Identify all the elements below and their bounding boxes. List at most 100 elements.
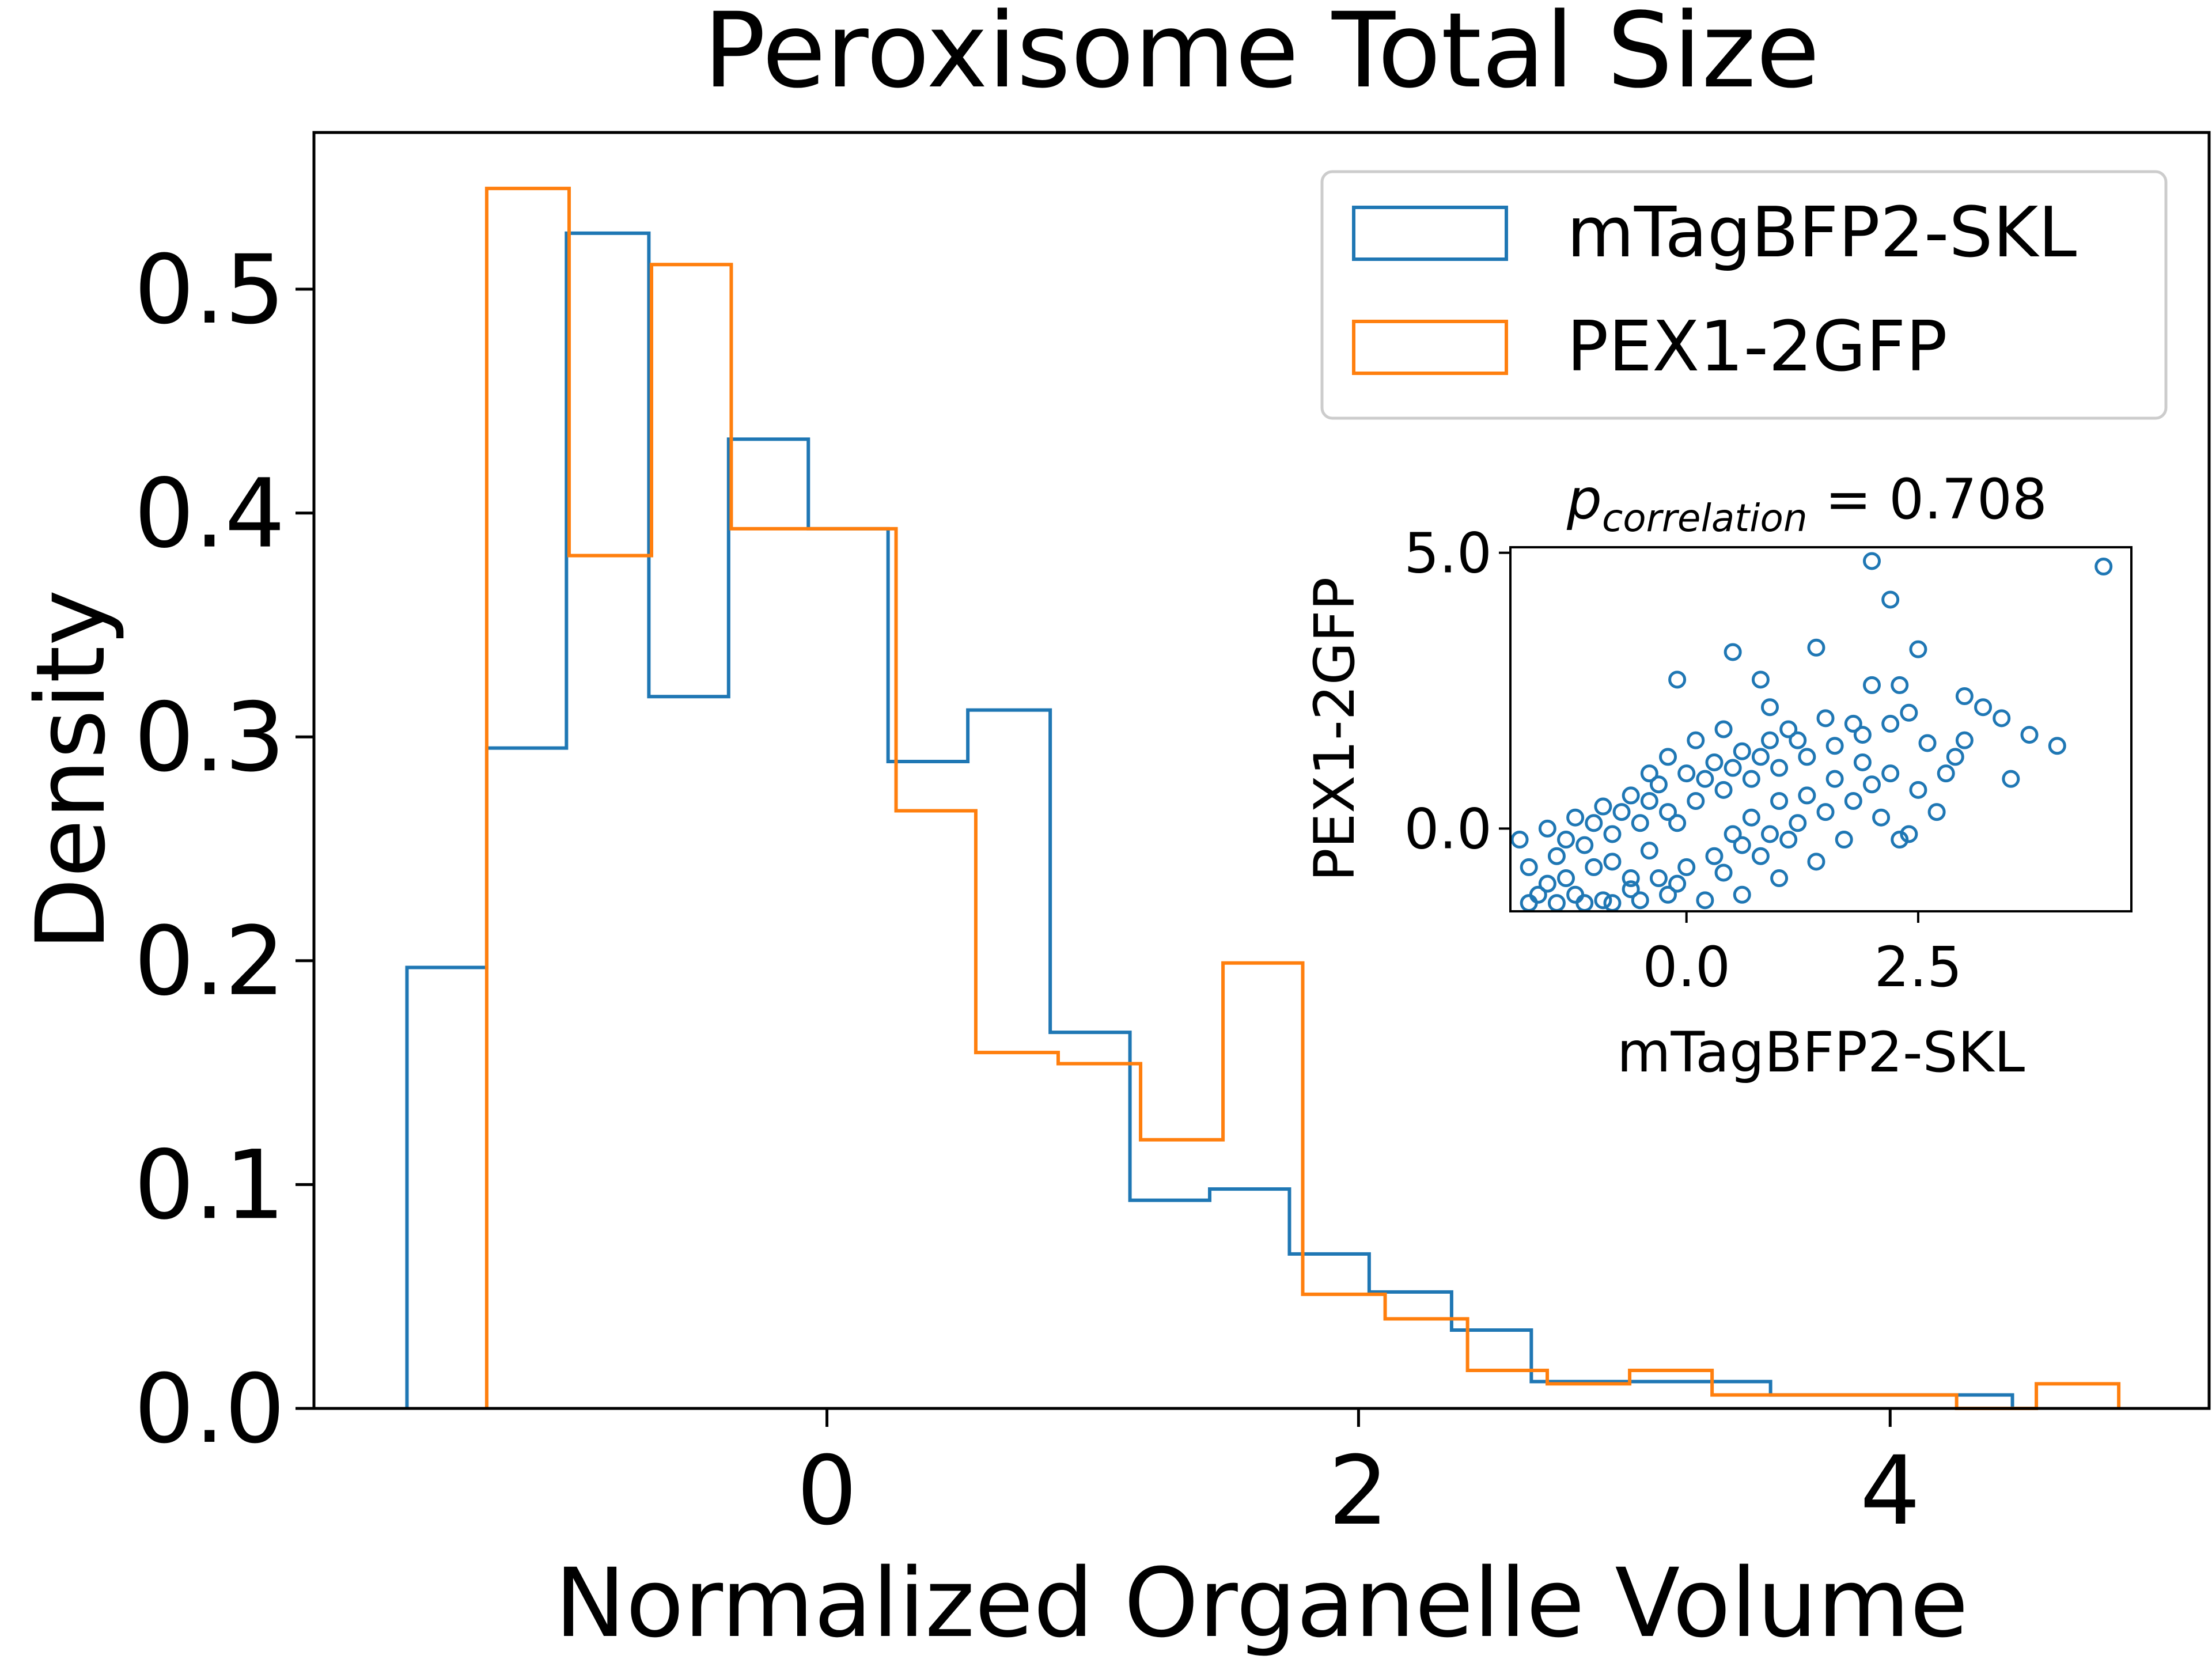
scatter-point	[1640, 764, 1658, 783]
y-tick-label: 0.1	[134, 1130, 285, 1240]
scatter-point	[1649, 869, 1668, 888]
main-y-axis-label: Density	[16, 589, 126, 950]
inset-title-value: = 0.708	[1808, 467, 2047, 532]
scatter-point	[1640, 791, 1658, 810]
scatter-point	[1742, 808, 1760, 827]
scatter-point	[1807, 853, 1825, 871]
scatter-point	[1900, 825, 1918, 843]
scatter-point	[1927, 803, 1946, 821]
y-tick-label: 0.3	[134, 682, 285, 793]
scatter-point	[1825, 770, 1844, 788]
main-x-axis-label: Normalized Organelle Volume	[555, 1548, 1968, 1658]
scatter-point	[1900, 703, 1918, 722]
inset-x-tick-label: 0.0	[1642, 935, 1730, 999]
scatter-point	[1668, 874, 1687, 893]
scatter-point	[2020, 726, 2039, 744]
inset-title: pcorrelation = 0.708	[1566, 467, 2047, 540]
scatter-point	[1909, 781, 1927, 799]
inset-x-ticks: 0.0 2.5	[1642, 911, 1962, 999]
scatter-point	[1557, 869, 1575, 888]
inset-y-ticks: 0.0 5.0	[1404, 521, 1510, 861]
scatter-point	[1798, 786, 1816, 805]
scatter-point	[1659, 748, 1677, 766]
scatter-point	[1696, 770, 1714, 788]
scatter-point	[1520, 858, 1538, 876]
inset-x-axis-label: mTagBFP2-SKL	[1617, 1020, 2025, 1085]
scatter-point	[1798, 748, 1816, 766]
scatter-point	[1761, 825, 1779, 843]
scatter-point	[1510, 831, 1529, 849]
y-tick-label: 0.4	[134, 459, 285, 569]
scatter-point	[1603, 825, 1622, 843]
scatter-point	[1742, 770, 1760, 788]
scatter-point	[1751, 847, 1770, 865]
scatter-point	[1547, 847, 1566, 865]
scatter-point	[1881, 714, 1900, 733]
scatter-point	[1835, 831, 1853, 849]
scatter-point	[1853, 726, 1872, 744]
scatter-point	[1705, 847, 1724, 865]
scatter-point	[1677, 858, 1696, 876]
scatter-point	[1779, 720, 1798, 738]
scatter-point	[1659, 885, 1677, 904]
inset-x-tick-label: 2.5	[1874, 935, 1963, 999]
legend-swatch-mtagbfp2	[1352, 206, 1508, 261]
scatter-point	[1538, 819, 1556, 838]
scatter-point	[1659, 803, 1677, 821]
scatter-point	[1937, 764, 1955, 783]
inset-scatter-plot: pcorrelation = 0.708 0.0 2.5 0.0 5.0 mTagB…	[1302, 467, 2133, 1085]
scatter-point	[1825, 737, 1844, 755]
scatter-point	[1733, 885, 1751, 904]
scatter-point	[1687, 791, 1705, 810]
scatter-point	[1955, 687, 1974, 706]
scatter-point	[1714, 781, 1733, 799]
scatter-point	[1622, 869, 1640, 888]
scatter-point	[1622, 880, 1640, 899]
scatter-point	[1862, 676, 1881, 694]
scatter-point	[1789, 731, 1807, 749]
scatter-point	[1770, 869, 1789, 888]
scatter-point	[1844, 791, 1862, 810]
scatter-point	[1640, 842, 1658, 860]
scatter-point	[1631, 891, 1649, 910]
histogram-series-1	[484, 187, 2121, 1410]
scatter-point	[1631, 814, 1649, 832]
scatter-point	[1714, 720, 1733, 738]
scatter-point	[1881, 590, 1900, 609]
scatter-point	[1677, 764, 1696, 783]
scatter-point	[1891, 831, 1909, 849]
main-title: Peroxisome Total Size	[703, 0, 1820, 111]
scatter-point	[1862, 552, 1881, 570]
scatter-point	[1993, 709, 2011, 728]
main-axes-frame	[312, 131, 2211, 1410]
scatter-point	[1585, 814, 1603, 832]
scatter-point	[1594, 891, 1612, 910]
scatter-point	[1687, 731, 1705, 749]
legend-swatch-pex1	[1352, 320, 1508, 375]
scatter-point	[1881, 764, 1900, 783]
main-plot-area: 0 2 4 0.0 0.1 0.2 0.3 0.4 0.5	[134, 131, 2211, 1546]
y-tick-label: 0.0	[134, 1354, 285, 1464]
legend-label-pex1: PEX1-2GFP	[1567, 307, 1948, 387]
scatter-point	[1751, 748, 1770, 766]
inset-y-axis-label: PEX1-2GFP	[1302, 577, 1367, 882]
scatter-point	[1918, 734, 1937, 752]
x-tick-label: 0	[797, 1435, 857, 1546]
scatter-point	[1807, 638, 1825, 657]
scatter-point	[1696, 891, 1714, 910]
scatter-point	[1668, 671, 1687, 689]
scatter-point	[1779, 831, 1798, 849]
scatter-point	[1733, 742, 1751, 760]
scatter-point	[1844, 714, 1862, 733]
scatter-point	[1955, 731, 1974, 749]
histogram-series-0	[405, 231, 2014, 1408]
inset-title-p: p	[1566, 467, 1602, 532]
scatter-point	[1724, 825, 1742, 843]
y-tick-label: 0.2	[134, 906, 285, 1017]
inset-axes-frame	[1509, 546, 2133, 912]
scatter-point	[1761, 698, 1779, 717]
legend: mTagBFP2-SKL PEX1-2GFP	[1320, 170, 2168, 420]
x-tick-label: 4	[1860, 1435, 1921, 1546]
y-tick-label: 0.5	[134, 234, 285, 345]
